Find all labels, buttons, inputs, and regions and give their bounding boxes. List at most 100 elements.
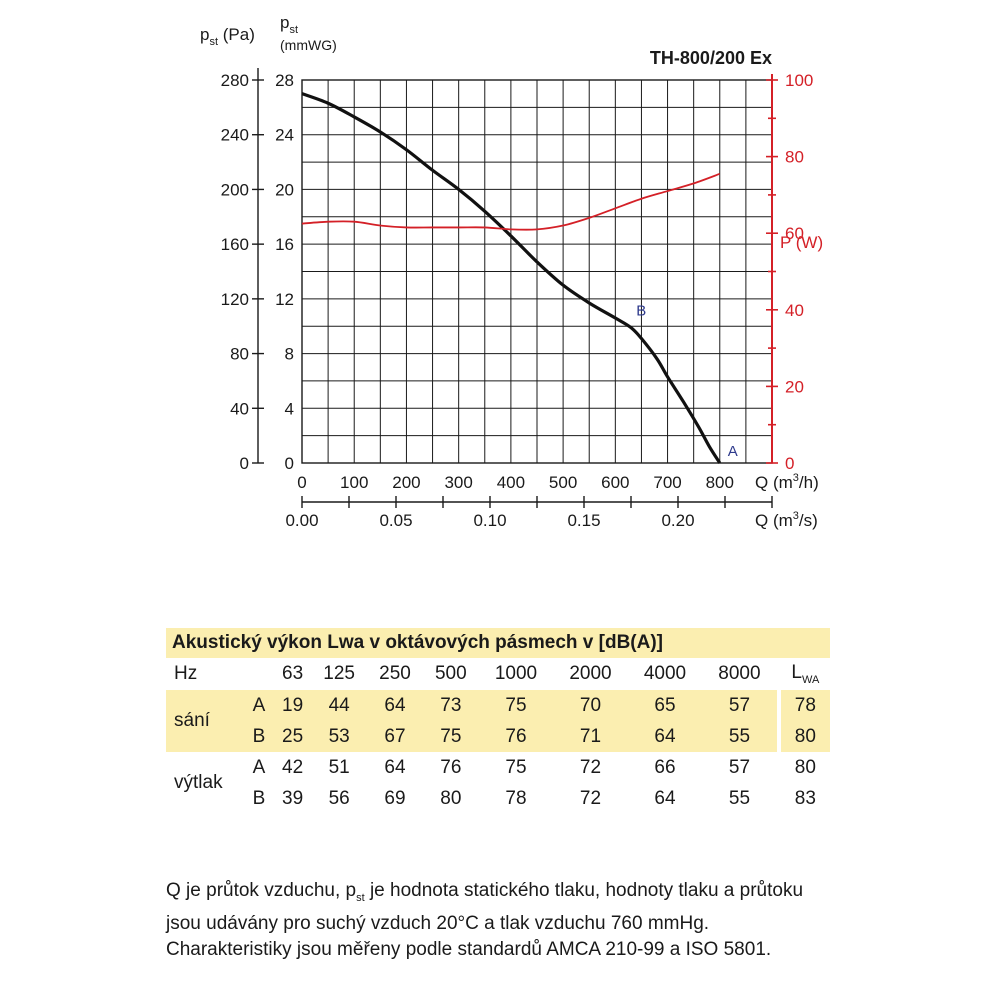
table-cell: 65 (627, 690, 703, 721)
x2-tick-label: 0.05 (379, 511, 412, 530)
table-cell: 64 (384, 756, 406, 778)
x-tick-label: 400 (497, 473, 525, 492)
table-cell: 66 (654, 756, 676, 778)
row-label: A (252, 756, 266, 778)
freq-500: 500 (434, 663, 467, 684)
row-label: B (244, 721, 274, 752)
x2-tick-label: 0.20 (661, 511, 694, 530)
table-cell: 78 (505, 787, 527, 809)
x-tick-label: 800 (706, 473, 734, 492)
x-tick-label: 300 (444, 473, 472, 492)
power-tick-label: 20 (785, 377, 804, 396)
fan-performance-chart: 0408012016020024028004812162024280204060… (200, 13, 823, 530)
row-label: B (252, 787, 266, 809)
pa-tick-label: 160 (221, 235, 249, 254)
pa-tick-label: 280 (221, 71, 249, 90)
freq-250: 250 (379, 663, 411, 684)
table-cell: 25 (274, 721, 312, 752)
freq-125: 125 (323, 663, 355, 684)
x2-tick-label: 0.15 (567, 511, 600, 530)
footnote: Q je průtok vzduchu, pst je hodnota stat… (166, 880, 804, 960)
table-cell: 72 (579, 756, 602, 778)
x2-tick-label: 0.10 (473, 511, 506, 530)
table-cell: 55 (728, 787, 751, 809)
group-label-intake: sání (166, 690, 244, 752)
mmwg-tick-label: 28 (275, 71, 294, 90)
chart-title: TH-800/200 Ex (650, 48, 772, 68)
freq-63: 63 (282, 663, 304, 684)
table-cell: 72 (579, 787, 602, 809)
chart-series (301, 92, 722, 464)
x-tick-label: 500 (549, 473, 577, 492)
chart-labels: 0408012016020024028004812162024280204060… (200, 13, 823, 530)
freq-1000: 1000 (494, 663, 538, 684)
pa-tick-label: 200 (221, 180, 249, 199)
x2-axis-title: Q (m3/s) (755, 510, 818, 530)
chart-axes (252, 68, 778, 508)
table-row: výtlak A 42 51 64 76 75 72 66 57 80 (166, 752, 830, 794)
table-cell: 70 (553, 690, 628, 721)
table-cell: 69 (384, 787, 406, 809)
x-tick-label: 0 (297, 473, 306, 492)
mmwg-tick-label: 4 (285, 399, 294, 418)
chart-grid (301, 79, 773, 464)
table-cell-lwa: 80 (794, 756, 816, 778)
table-row: sání A 19 44 64 73 75 70 65 57 78 (166, 690, 830, 752)
table-row: B 39 56 69 80 78 72 64 55 83 (166, 783, 830, 814)
pa-tick-label: 240 (221, 126, 249, 145)
table-cell: 76 (440, 756, 462, 778)
mmwg-tick-label: 24 (275, 126, 294, 145)
table-cell: 42 (282, 756, 304, 778)
point-label-a: A (728, 443, 738, 460)
pa-tick-label: 40 (230, 399, 249, 418)
freq-2000: 2000 (569, 663, 612, 684)
table-cell: 67 (367, 721, 423, 752)
table-cell: 57 (728, 756, 751, 778)
table-cell: 75 (422, 721, 479, 752)
x-tick-label: 100 (340, 473, 368, 492)
table-cell: 75 (505, 756, 527, 778)
mmwg-axis-unit: (mmWG) (280, 37, 337, 53)
table-cell: 64 (367, 690, 423, 721)
mmwg-tick-label: 20 (275, 180, 294, 199)
row-label: A (244, 690, 274, 721)
frequency-header-row: Hz 63 125 250 500 1000 2000 4000 8000 LW… (166, 658, 830, 690)
power-axis-title: P (W) (780, 233, 823, 252)
x2-tick-label: 0.00 (285, 511, 318, 530)
freq-8000: 8000 (718, 663, 761, 684)
power-tick-label: 60 (785, 224, 804, 243)
lwa-header: LWA (791, 662, 820, 686)
mmwg-tick-label: 16 (275, 235, 294, 254)
acoustic-power-table: Akustický výkon Lwa v oktávových pásmech… (166, 628, 830, 814)
table-cell: 71 (553, 721, 628, 752)
freq-4000: 4000 (643, 663, 687, 684)
power-tick-label: 0 (785, 454, 794, 473)
table-cell-lwa: 78 (780, 690, 830, 721)
table-cell: 64 (627, 721, 703, 752)
table-cell: 39 (282, 787, 304, 809)
pa-tick-label: 80 (230, 345, 249, 364)
table-cell: 51 (328, 756, 350, 778)
table-cell: 80 (440, 787, 462, 809)
pa-tick-label: 120 (221, 290, 249, 309)
mmwg-axis-title: pst (280, 13, 298, 36)
group-label-outlet: výtlak (174, 772, 223, 793)
power-curve (301, 172, 721, 231)
table-cell: 55 (702, 721, 777, 752)
x-tick-label: 200 (392, 473, 420, 492)
table-row: B 25 53 67 75 76 71 64 55 80 (166, 721, 830, 752)
x-axis-title: Q (m3/h) (755, 472, 819, 492)
table-cell: 75 (478, 690, 554, 721)
table-cell: 76 (478, 721, 554, 752)
table-cell-lwa: 80 (780, 721, 830, 752)
table-cell: 44 (311, 690, 368, 721)
power-tick-label: 40 (785, 301, 804, 320)
table-cell-lwa: 83 (794, 787, 816, 809)
hz-label: Hz (174, 663, 198, 684)
mmwg-tick-label: 0 (285, 454, 294, 473)
x-tick-label: 600 (601, 473, 629, 492)
x-tick-label: 700 (653, 473, 681, 492)
mmwg-tick-label: 12 (275, 290, 294, 309)
point-label-b: B (636, 302, 646, 319)
table-title: Akustický výkon Lwa v oktávových pásmech… (166, 628, 830, 658)
